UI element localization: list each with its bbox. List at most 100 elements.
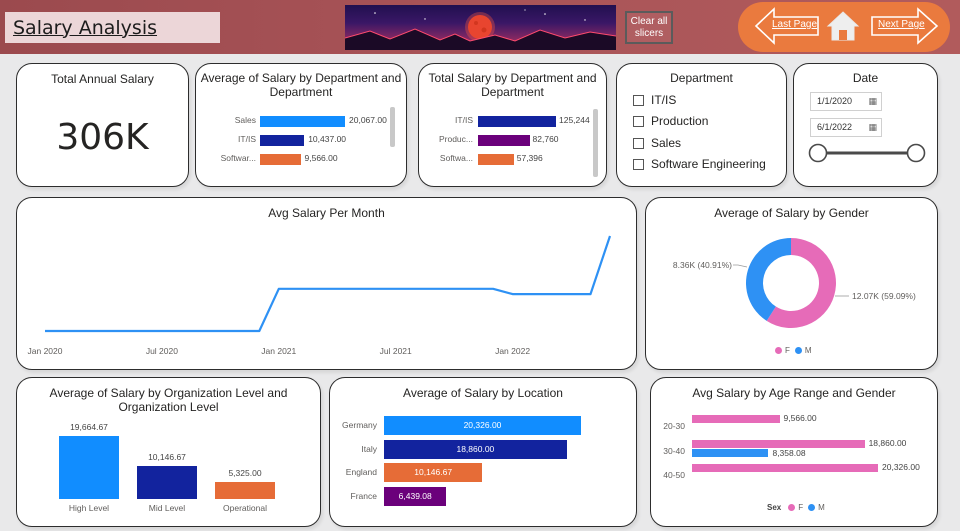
- slicer-title: Department: [670, 71, 733, 85]
- bar-value-label: 19,664.67: [70, 422, 108, 432]
- last-page-label: Last Page: [772, 19, 818, 30]
- date-slicer: Date 1/1/2020 ▦ 6/1/2022 ▦: [793, 63, 938, 187]
- last-page-button[interactable]: Last Page: [754, 6, 820, 51]
- calendar-icon[interactable]: ▦: [868, 96, 877, 106]
- bar-category-label: IT/IS: [238, 134, 256, 144]
- title-box: Salary Analysis: [5, 12, 220, 43]
- bar-category-label: IT/IS: [455, 115, 473, 125]
- x-tick-label: Jul 2021: [379, 346, 412, 356]
- legend-label-f: F: [785, 346, 790, 355]
- slice-label-m: 8.36K (40.91%): [673, 260, 732, 270]
- age-category-label: 40-50: [663, 470, 685, 480]
- bar-category-label: England: [345, 467, 377, 477]
- donut-slice: [766, 238, 836, 328]
- checkbox[interactable]: [633, 158, 644, 170]
- bar-category-label: Mid Level: [148, 503, 186, 513]
- card-title: Average of Salary by Department and Depa…: [200, 71, 402, 99]
- clear-slicers-button[interactable]: Clear all slicers: [625, 11, 673, 44]
- line-series: [45, 235, 612, 333]
- x-tick-label: Jan 2020: [27, 346, 63, 356]
- checkbox[interactable]: [633, 94, 644, 106]
- legend-label-f: F: [798, 503, 804, 512]
- legend-title: Sex: [767, 503, 782, 512]
- slice-label-f: 12.07K (59.09%): [852, 291, 916, 301]
- bar: [260, 135, 305, 146]
- next-page-button[interactable]: Next Page: [870, 6, 940, 51]
- bar-m: [692, 449, 769, 457]
- legend-label-m: M: [818, 503, 825, 512]
- start-date-input[interactable]: 1/1/2020 ▦: [810, 92, 882, 111]
- avg-salary-by-dept-card: Average of Salary by Department and Depa…: [195, 63, 407, 187]
- age-category-label: 20-30: [663, 421, 685, 431]
- bar-category-label: Produc...: [438, 134, 473, 144]
- calendar-icon[interactable]: ▦: [868, 122, 877, 132]
- x-tick-label: Jan 2022: [495, 346, 531, 356]
- card-title: Avg Salary Per Month: [268, 206, 385, 220]
- scrollbar[interactable]: [593, 109, 598, 177]
- x-tick-label: Jan 2021: [261, 346, 297, 356]
- bar: [478, 116, 556, 127]
- bar: [137, 466, 197, 499]
- header-bar: Salary Analysis Clear all slicers Last P…: [0, 0, 960, 54]
- bar: [478, 154, 514, 165]
- bar-value-label: 10,437.00: [308, 134, 347, 144]
- x-tick-label: Jul 2020: [145, 346, 178, 356]
- avg-salary-by-gender-card: Average of Salary by Gender 8.36K (40.91…: [645, 197, 938, 370]
- bar: [260, 116, 345, 127]
- bar-category-label: Softwar...: [220, 153, 256, 163]
- bar: [59, 436, 119, 499]
- legend-dot-m: [808, 504, 816, 511]
- scrollbar[interactable]: [390, 107, 395, 147]
- start-date-value: 1/1/2020: [817, 96, 853, 106]
- legend-dot-m: [794, 347, 802, 354]
- bar-value-label: 9,566.00: [783, 413, 817, 423]
- checkbox[interactable]: [633, 115, 644, 127]
- avg-salary-by-location-card: Average of Salary by Location Germany 20,…: [329, 377, 637, 527]
- bar-f: [692, 440, 865, 448]
- bar: 18,860.00: [384, 439, 567, 459]
- bar-category-label: Sales: [234, 115, 256, 125]
- total-salary-by-dept-card: Total Salary by Department and Departmen…: [418, 63, 607, 187]
- slicer-item-software-engineering[interactable]: Software Engineering: [633, 157, 766, 171]
- slicer-item-sales[interactable]: Sales: [633, 136, 681, 150]
- bar: [478, 135, 530, 146]
- left-arrow-icon: [754, 7, 819, 45]
- donut-chart: 8.36K (40.91%) 12.07K (59.09%): [673, 238, 916, 328]
- slider-handle-start: [808, 143, 828, 163]
- moon-landscape-image: [345, 9, 616, 50]
- bar-value-label: 9,566.00: [304, 153, 338, 163]
- legend-dot-f: [775, 347, 782, 354]
- bar: [260, 154, 301, 165]
- date-range-slider[interactable]: [808, 142, 928, 164]
- end-date-input[interactable]: 6/1/2022 ▦: [810, 118, 882, 137]
- bar-value-label: 125,244: [559, 115, 590, 125]
- bar-value-label: 10,146.67: [148, 452, 186, 463]
- gender-legend: F M: [775, 346, 812, 355]
- slicer-item-label: Software Engineering: [651, 157, 766, 171]
- bar-value-label: 18,860.00: [868, 438, 907, 448]
- bar-category-label: Germany: [342, 420, 377, 430]
- bar-value-label: 5,325.00: [228, 467, 262, 478]
- donut-slice: [746, 238, 791, 321]
- slicer-item-label: Production: [651, 114, 709, 128]
- kpi-value: 306K: [56, 117, 149, 158]
- bar-category-label: Softwa...: [439, 153, 473, 163]
- slicer-item-production[interactable]: Production: [633, 114, 708, 128]
- avg-salary-by-age-gender-card: Avg Salary by Age Range and Gender 20-30…: [650, 377, 938, 527]
- department-slicer: Department IT/IS Production Sales Softwa…: [616, 63, 787, 187]
- end-date-value: 6/1/2022: [817, 122, 853, 132]
- slicer-item-it-is[interactable]: IT/IS: [633, 93, 676, 107]
- bar-category-label: High Level: [68, 503, 110, 513]
- card-title: Average of Salary by Location: [403, 386, 563, 400]
- total-salary-card: Total Annual Salary 306K: [16, 63, 189, 187]
- sex-legend: Sex F M: [767, 503, 825, 512]
- home-icon[interactable]: [826, 9, 860, 48]
- bar-f: [692, 415, 780, 423]
- bar: 20,326.00: [384, 416, 581, 435]
- legend-label-m: M: [804, 346, 812, 355]
- checkbox[interactable]: [633, 137, 644, 149]
- bar: 6,439.08: [384, 486, 447, 506]
- age-category-label: 30-40: [663, 446, 685, 456]
- bar-value-label: 8,358.08: [772, 448, 806, 458]
- bar-value-label: 20,067.00: [349, 115, 387, 125]
